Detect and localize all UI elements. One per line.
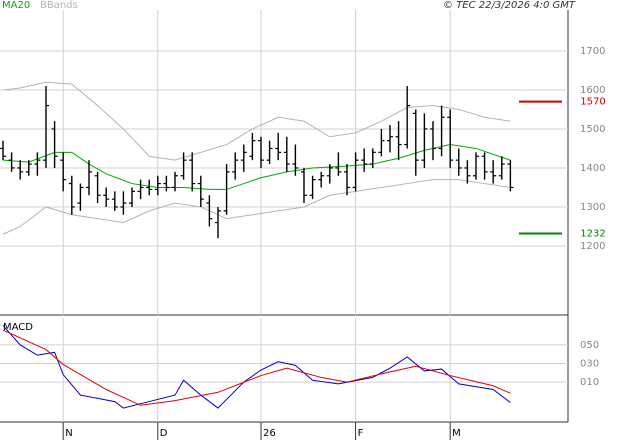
x-tick-label: 26 [263,428,276,439]
y-tick-label: 1300 [580,202,605,213]
y-tick-label: 1600 [580,85,605,96]
moving-average [2,144,511,190]
y-tick-label: 050 [580,340,599,351]
price-level-label: 1570 [580,97,605,108]
legend-bbands: BBands [40,0,78,11]
macd-line [2,325,511,409]
price-level-label: 1232 [580,228,605,239]
credit: © TEC 22/3/2026 4:0 GMT [443,0,576,11]
x-tick-label: M [452,428,461,439]
y-tick-label: 010 [580,377,599,388]
x-tick-label: D [160,428,168,439]
macd-line [2,329,511,406]
y-tick-label: 1400 [580,163,605,174]
y-tick-label: 1500 [580,124,605,135]
y-tick-label: 1700 [580,46,605,57]
x-tick-label: F [358,428,364,439]
x-tick-label: N [65,428,72,439]
y-tick-label: 1200 [580,241,605,252]
band-lower [2,179,511,235]
macd-title: MACD [3,322,33,333]
y-tick-label: 030 [580,359,599,370]
legend-ma20: MA20 [2,0,30,11]
band-upper [2,81,511,161]
